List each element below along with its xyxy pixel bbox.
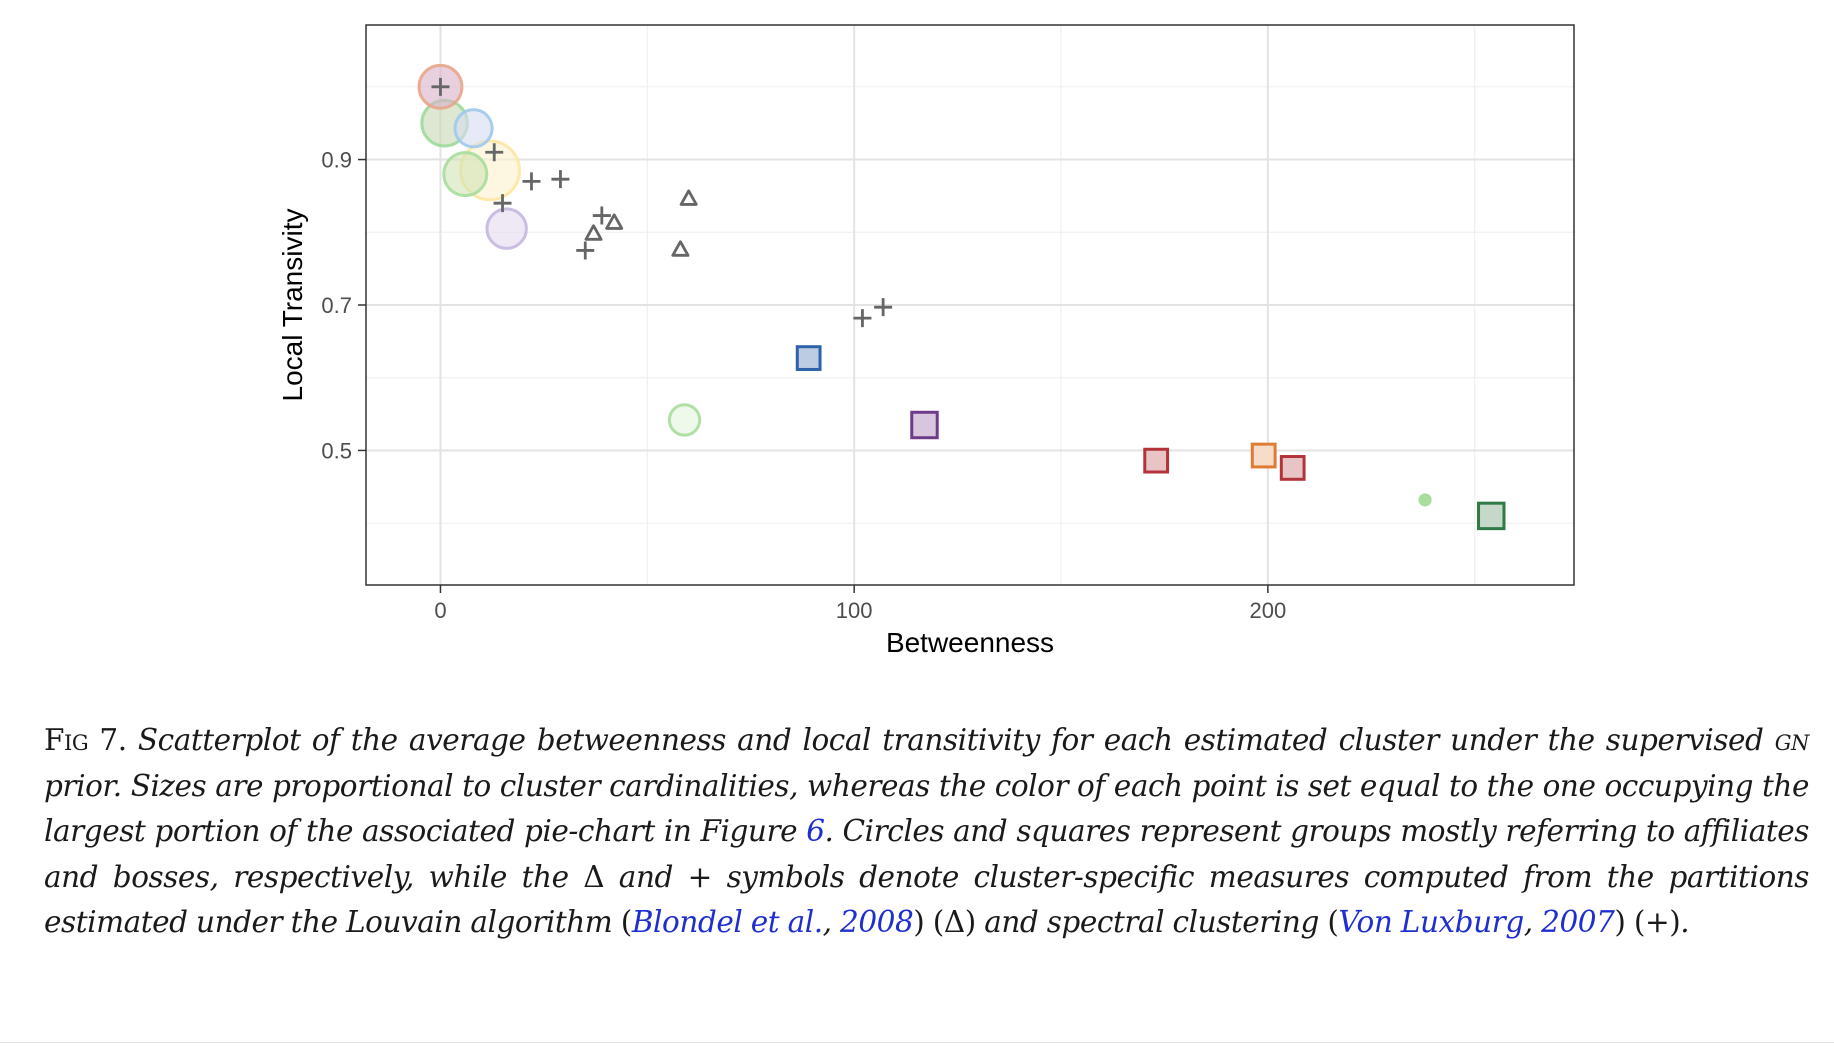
x-tick-label: 200 bbox=[1250, 598, 1287, 623]
spectral-plus-marker bbox=[576, 241, 595, 260]
figure-label: Fig 7. bbox=[44, 723, 127, 757]
plus-paren: (+) bbox=[1625, 905, 1681, 939]
x-tick-label: 0 bbox=[434, 598, 446, 623]
citation-blondel-year-link[interactable]: 2008 bbox=[840, 905, 914, 939]
cluster-square bbox=[1250, 442, 1277, 469]
cluster-square bbox=[910, 410, 939, 440]
cluster-circle bbox=[453, 108, 494, 149]
figure-caption: Fig 7. Scatterplot of the average betwee… bbox=[44, 718, 1809, 946]
louvain-triangle-marker bbox=[679, 189, 698, 206]
citation-paren: ) bbox=[1614, 905, 1626, 939]
citation-paren: ( bbox=[1327, 905, 1339, 939]
cluster-circle bbox=[1418, 493, 1432, 507]
spectral-plus-marker bbox=[485, 143, 504, 162]
citation-paren: ) bbox=[913, 905, 925, 939]
cluster-square bbox=[795, 345, 822, 371]
caption-text: . bbox=[1680, 905, 1690, 939]
citation-vonluxburg-authors-link[interactable]: Von Luxburg bbox=[1338, 905, 1524, 939]
delta-symbol: Δ bbox=[583, 859, 605, 894]
delta-paren: (Δ) bbox=[924, 905, 976, 939]
caption-text: and spectral clustering bbox=[975, 905, 1328, 939]
citation-paren: ( bbox=[620, 905, 633, 939]
cluster-circle bbox=[442, 151, 489, 198]
louvain-triangle-marker bbox=[671, 240, 690, 257]
citation-comma: , bbox=[1523, 905, 1542, 939]
caption-text: Scatterplot of the average betweenness a… bbox=[126, 723, 1775, 757]
louvain-triangle-marker bbox=[584, 224, 603, 241]
y-tick-label: 0.9 bbox=[321, 148, 352, 173]
citation-blondel-authors-link[interactable]: Blondel et al. bbox=[631, 905, 823, 939]
y-axis-title: Local Transivity bbox=[277, 209, 308, 402]
y-tick-label: 0.7 bbox=[321, 293, 352, 318]
citation-comma: , bbox=[822, 905, 841, 939]
spectral-plus-marker bbox=[431, 77, 450, 96]
scatterplot: 0 100 200 0.5 0.7 0.9 Betweenness Local Trans… bbox=[277, 24, 1575, 658]
cluster-square bbox=[1279, 455, 1306, 481]
caption-text: and bbox=[604, 859, 688, 894]
figure-reference-link[interactable]: 6 bbox=[806, 814, 825, 848]
caption-text: . Circles and squares represent groups m… bbox=[44, 814, 1809, 894]
spectral-plus-marker bbox=[493, 194, 512, 213]
cluster-circle bbox=[485, 207, 528, 250]
spectral-plus-marker bbox=[551, 170, 570, 189]
spectral-plus-marker bbox=[592, 206, 611, 225]
spectral-plus-marker bbox=[874, 298, 893, 317]
spectral-plus-marker bbox=[853, 309, 872, 328]
louvain-triangle-marker bbox=[605, 213, 624, 230]
caption-text: prior. Sizes are proportional to cluster… bbox=[44, 768, 1809, 849]
spectral-plus-marker bbox=[522, 172, 541, 191]
y-tick-label: 0.5 bbox=[321, 438, 352, 463]
data-marks bbox=[417, 63, 1506, 531]
caption-gn-abbrev: gn bbox=[1774, 723, 1810, 757]
citation-vonluxburg-year-link[interactable]: 2007 bbox=[1541, 905, 1615, 939]
plus-symbol: + bbox=[687, 859, 713, 894]
x-axis-title: Betweenness bbox=[886, 627, 1054, 658]
scatter-figure: 0 100 200 0.5 0.7 0.9 Betweenness Local Trans… bbox=[277, 24, 1575, 658]
caption-text: symbols denote cluster-specific measures… bbox=[44, 859, 1809, 940]
cluster-square bbox=[1143, 447, 1170, 474]
axes: 0 100 200 0.5 0.7 0.9 bbox=[321, 148, 1286, 623]
cluster-circle bbox=[667, 403, 702, 437]
x-tick-label: 100 bbox=[836, 598, 873, 623]
cluster-square bbox=[1477, 501, 1506, 531]
bottom-divider bbox=[0, 1042, 1834, 1043]
